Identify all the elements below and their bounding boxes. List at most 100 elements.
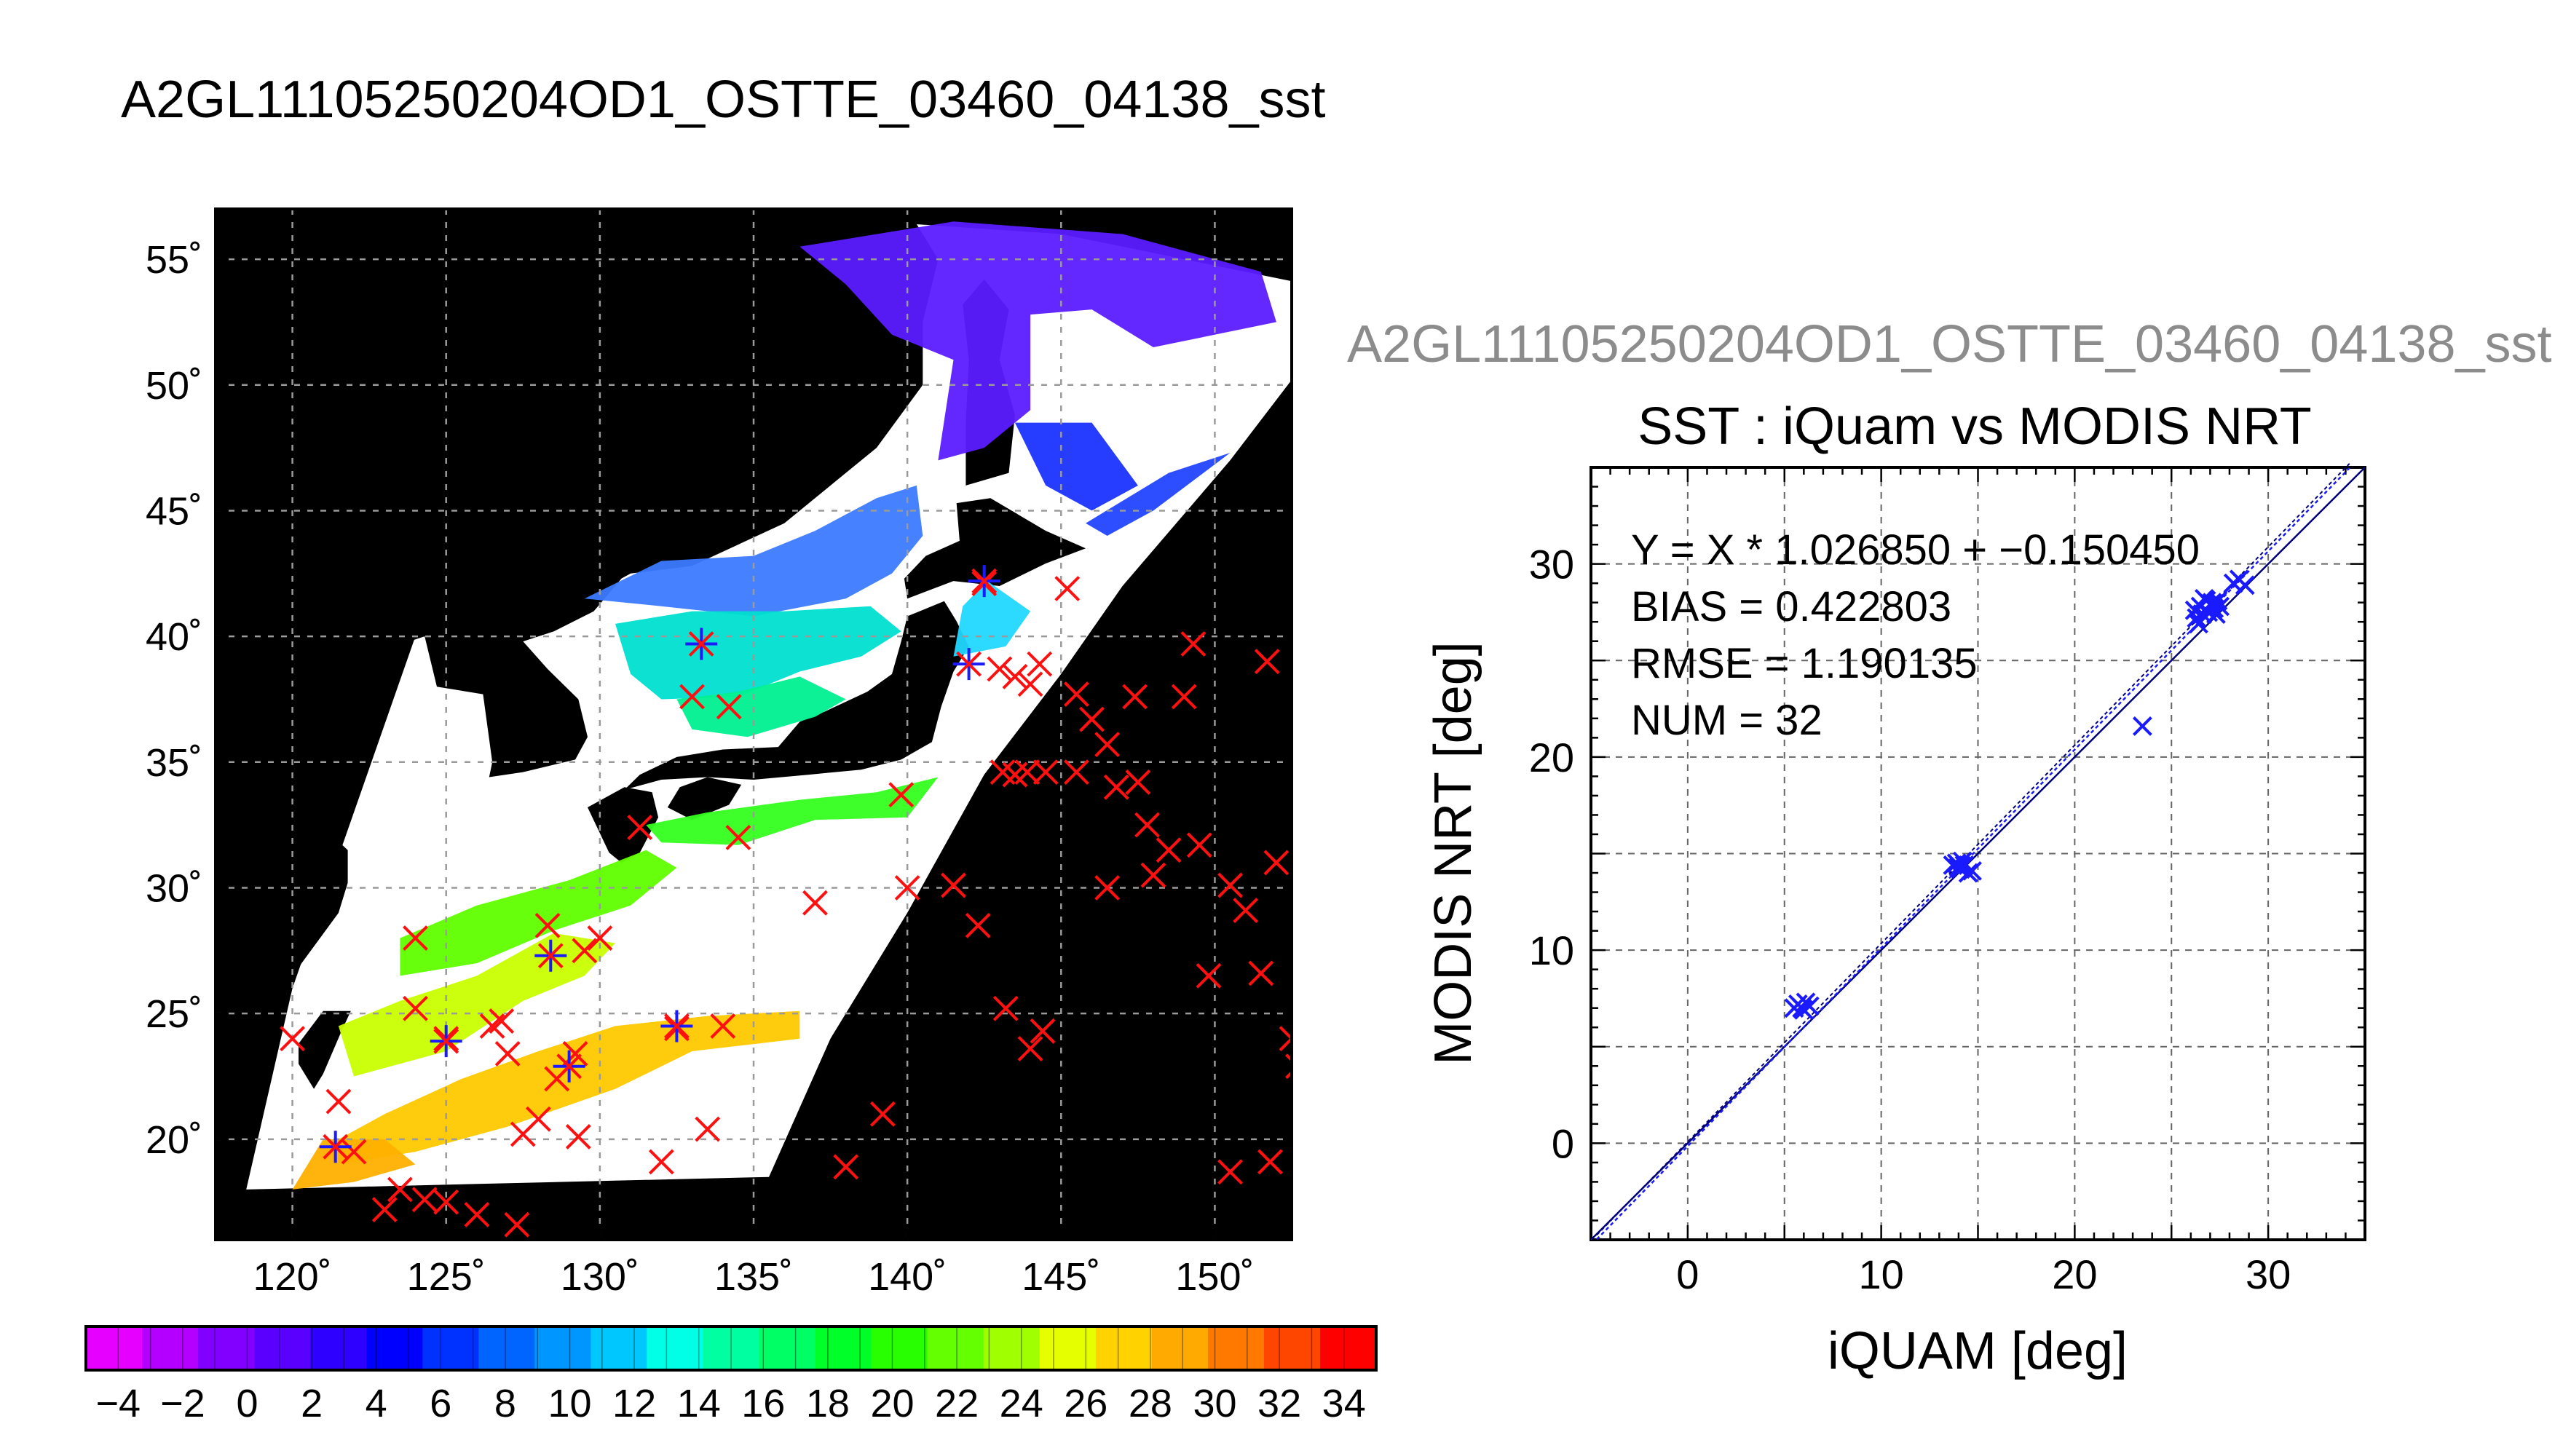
colorbar-segment [1039,1326,1097,1370]
observation-marker [1196,962,1222,989]
observation-marker-stroke [1125,769,1151,795]
sst-patch-sea-japan-blue [584,485,923,617]
sst-patch-north-purple [799,221,1276,461]
observation-marker-stroke [1295,1077,1319,1101]
scatter-plot: SST : iQuam vs MODIS NRT 00101020203030 … [1424,397,2366,1380]
observation-marker-stroke [562,1041,588,1067]
observation-marker-stroke [1140,862,1166,888]
observation-marker-stroke [1032,759,1059,786]
colorbar-segment [759,1326,816,1370]
map-y-tick-label: 45˚ [146,489,202,533]
observation-marker-stroke [1017,671,1043,697]
observation-marker [504,1211,530,1238]
observation-marker [1285,1053,1292,1080]
scatter-point [1948,857,1969,877]
observation-marker-stroke [1054,576,1081,601]
observation-marker-stroke [802,890,828,916]
observation-marker [433,1189,459,1215]
colorbar-segment [86,1326,143,1370]
observation-marker-stroke [1002,663,1028,689]
observation-marker-stroke [1014,759,1040,786]
scatter-x-tick-label: 20 [2052,1251,2097,1297]
scatter-y-tick-label: 20 [1529,735,1574,780]
map-y-tick-label: 50˚ [146,364,202,408]
y-axis-label: MODIS NRT [deg] [1424,641,1482,1065]
observation-marker-stroke [1248,960,1274,986]
colorbar-tick-label: −4 [96,1382,141,1425]
sst-patch-sea-japan-teal [615,606,901,700]
scatter-point-stroke [2132,716,2152,736]
scatter-x-tick-label: 0 [1676,1251,1699,1297]
observation-marker-stroke [1254,649,1280,675]
colorbar-segment [1263,1326,1321,1370]
observation-marker [1186,832,1212,858]
observation-marker-stroke [1295,1077,1319,1101]
observation-marker [992,995,1019,1021]
scatter-title: SST : iQuam vs MODIS NRT [1638,397,2312,456]
matchup-marker [430,1025,462,1058]
observation-marker [1063,759,1089,786]
observation-marker [1180,631,1207,657]
colorbar-tick-label: 0 [236,1382,258,1425]
observation-marker [1263,850,1290,876]
matchup-marker [553,1050,585,1083]
map-y-tick-label: 25˚ [146,992,202,1036]
observation-marker [1002,663,1028,689]
colorbar-segment [254,1326,311,1370]
observation-marker [725,825,751,850]
colorbar-tick-label: 34 [1322,1382,1366,1425]
matchup-marker-stroke [956,651,982,677]
observation-marker [387,1176,413,1203]
observation-marker-stroke [371,1197,398,1222]
observation-marker-stroke [1017,1036,1043,1061]
fit-line [1596,467,2350,1241]
colorbar-tick-label: 32 [1257,1382,1301,1425]
observation-marker-stroke [1030,1018,1056,1044]
observation-marker [987,656,1013,682]
matchup-marker [660,1010,693,1042]
colorbar-tick-label: 26 [1064,1382,1107,1425]
observation-marker [888,782,915,808]
observation-marker [802,890,828,916]
colorbar-segment [1095,1326,1153,1370]
observation-marker [1103,774,1129,800]
scatter-x-tick-label: 10 [1858,1251,1903,1297]
observation-marker [1254,649,1280,675]
observation-marker [411,1187,438,1213]
observation-marker-stroke [941,872,966,898]
observation-marker-stroke [1094,732,1121,758]
scatter-y-tick-label: 30 [1529,542,1574,587]
observation-marker-stroke [1094,875,1121,901]
observation-marker [1094,875,1121,901]
observation-marker [1248,960,1274,986]
observation-marker [464,1202,490,1227]
matchup-marker-stroke [664,1013,690,1039]
observation-marker-stroke [534,912,561,938]
observation-marker-stroke [565,1123,591,1150]
observation-marker [525,1106,551,1132]
observation-marker-stroke [1279,1036,1292,1052]
observation-marker [1094,732,1121,758]
observation-marker [1217,872,1243,898]
colorbar-tick-label: 6 [430,1382,451,1425]
observation-marker-stroke [869,1101,896,1127]
scatter-point [2208,590,2228,611]
matchup-marker [952,648,985,681]
colorbar-segment [366,1326,423,1370]
observation-marker [1014,759,1040,786]
sst-patch-east-china-green [400,850,677,976]
colorbar-segment [1207,1326,1265,1370]
observation-marker-stroke [525,1106,551,1132]
observation-marker-stroke [1134,812,1160,838]
observation-marker-stroke [1063,681,1089,707]
observation-marker [833,1154,859,1180]
observation-marker-stroke [1103,774,1129,800]
colorbar-segment [478,1326,535,1370]
observation-marker-stroke [403,995,428,1021]
colorbar-segment [591,1326,647,1370]
observation-marker [572,938,598,964]
observation-marker-stroke [833,1154,859,1180]
colorbar-tick-label: 30 [1193,1382,1236,1425]
map-x-tick-label: 135˚ [714,1255,793,1299]
scatter-point-stroke [1793,1000,1814,1020]
